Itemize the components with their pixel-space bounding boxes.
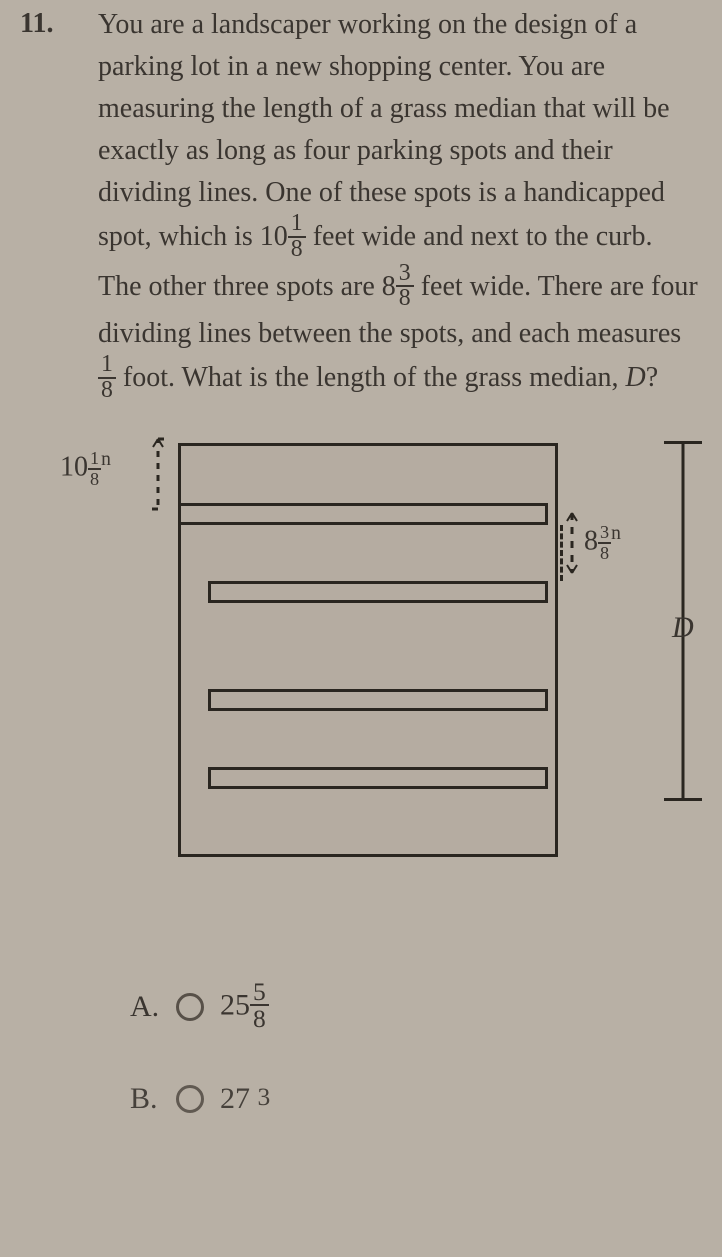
dashed-connector-1 — [560, 525, 563, 581]
problem-text: You are a landscaper working on the desi… — [20, 0, 702, 405]
text-part-5: ? — [646, 362, 658, 393]
divider-line — [178, 503, 548, 525]
choice-a-letter: A. — [130, 990, 160, 1024]
answer-choices: A. 2558 B. 27 3 — [20, 981, 702, 1116]
choice-b[interactable]: B. 27 3 — [130, 1082, 702, 1116]
d-label: D — [672, 611, 694, 645]
parking-figure: 1018n 838n D — [60, 433, 700, 873]
divider-line — [208, 689, 548, 711]
problem-number: 11. — [20, 8, 53, 40]
variable-d: D — [626, 362, 646, 393]
line-width: 18 — [98, 353, 116, 403]
choice-a[interactable]: A. 2558 — [130, 981, 702, 1034]
text-part-1: You are a landscaper working on the desi… — [98, 9, 670, 252]
text-part-4: foot. What is the length of the grass me… — [116, 362, 626, 393]
choice-b-letter: B. — [130, 1082, 160, 1116]
choice-a-value: 2558 — [220, 981, 269, 1034]
handicap-bracket — [146, 437, 170, 511]
spot-width: 838 — [382, 271, 414, 302]
radio-icon[interactable] — [176, 1085, 204, 1113]
handicap-dimension-label: 1018n — [60, 449, 111, 488]
spot-bracket — [564, 511, 580, 575]
divider-line — [208, 581, 548, 603]
spot-dimension-label: 838n — [584, 523, 621, 562]
radio-icon[interactable] — [176, 993, 204, 1021]
handicap-width: 1018 — [260, 221, 306, 252]
divider-line — [208, 767, 548, 789]
choice-b-value: 27 3 — [220, 1082, 270, 1116]
